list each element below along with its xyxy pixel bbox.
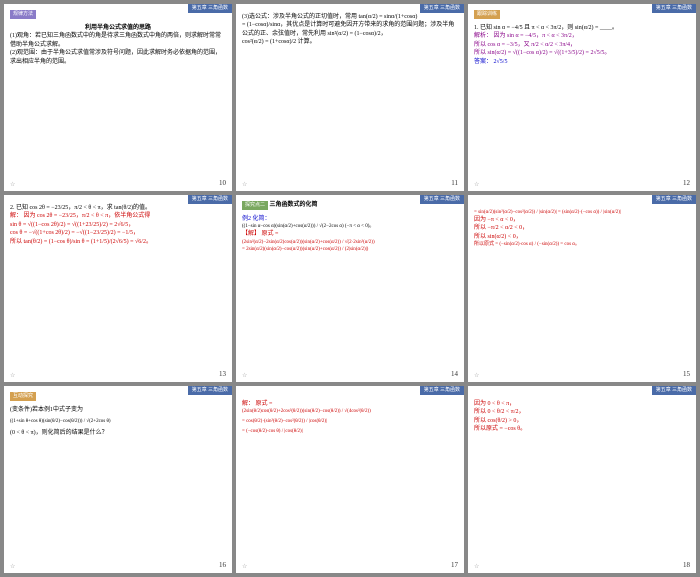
sol-text: 原式 =: [262, 231, 279, 237]
sol-line: 因为 −π < α < 0，: [474, 216, 690, 224]
page-number: 16: [219, 561, 226, 571]
slide-content: = sin(α/2)(sin²(α/2)−cos²(α/2)) / |sin(α…: [474, 209, 690, 248]
sol-text: 原式 =: [256, 401, 273, 407]
sol-line: = (−cos(θ/2)·cos θ) / |cos(θ/2)|: [242, 428, 458, 435]
sol-line: 因为 0 < θ < π，: [474, 400, 690, 408]
slide-content: 例2 化简： ((1−sin α−cos α)(sin(α/2)+cos(α/2…: [242, 215, 458, 253]
example-label: 例2 化简：: [242, 215, 458, 223]
slide-13: 第五章 三角函数 2. 已知 cos 2θ = −23/25，π/2 < θ <…: [4, 195, 232, 382]
star-icon: ☆: [10, 181, 15, 189]
line: = (1−cosα)/sinα，其优点是计算时可避免因开方带来的求角的范围问题；…: [242, 21, 458, 38]
page-number: 15: [683, 370, 690, 380]
page-number: 13: [219, 370, 226, 380]
star-icon: ☆: [10, 563, 15, 571]
sol-line: = sin(α/2)(sin²(α/2)−cos²(α/2)) / |sin(α…: [474, 209, 690, 216]
star-icon: ☆: [474, 563, 479, 571]
sol-label: 解析：: [474, 33, 492, 39]
sol-line: 所以 sin(α/2) = √((1−cos α)/2) = √((1+3/5)…: [474, 49, 690, 57]
chapter-label: 第五章 三角函数: [652, 195, 696, 204]
page-number: 12: [683, 179, 690, 189]
question: (变条件)若本例1中式子变为: [10, 406, 226, 414]
tag-practice: 跟踪训练: [474, 10, 500, 19]
solution: 解： 原式 =: [242, 400, 458, 408]
slide-content: 解： 原式 = (2sin(θ/2)cos(θ/2)+2cos²(θ/2))(s…: [242, 400, 458, 435]
star-icon: ☆: [242, 181, 247, 189]
question: 2. 已知 cos 2θ = −23/25，π/2 < θ < π，求 tan(…: [10, 204, 226, 212]
chapter-label: 第五章 三角函数: [420, 4, 464, 13]
page-number: 11: [451, 179, 458, 189]
line: cos²(α/2) = (1+cosα)/2 计算。: [242, 38, 458, 46]
ex: 例2 化简：: [242, 216, 271, 222]
answer: 答案： 2√5/5: [474, 58, 690, 66]
sol-line: 所以 sin(α/2) < 0，: [474, 233, 690, 241]
solution: 【解】 原式 =: [242, 230, 458, 238]
chapter-label: 第五章 三角函数: [188, 4, 232, 13]
sol-line: 所以原式 = −cos θ。: [474, 425, 690, 433]
sol-line: = 2sin(α/2)(sin(α/2)−cos(α/2))(sin(α/2)+…: [242, 246, 458, 253]
star-icon: ☆: [10, 372, 15, 380]
slide-content: (3)选公式：涉及半角公式的正切值时，常用 tan(α/2) = sinα/(1…: [242, 13, 458, 47]
star-icon: ☆: [242, 563, 247, 571]
title: 三角函数式的化简: [270, 202, 318, 208]
slide-15: 第五章 三角函数 = sin(α/2)(sin²(α/2)−cos²(α/2))…: [468, 195, 696, 382]
sol-label: 解：: [10, 213, 22, 219]
slide-content: 1. 已知 sin α = −4/5 且 π < α < 3π/2，则 sin(…: [474, 24, 690, 66]
slide-content: (变条件)若本例1中式子变为 ((1+sin θ+cos θ)(sin(θ/2)…: [10, 406, 226, 438]
sol-text: 因为 sin α = −4/5，π < α < 3π/2，: [494, 33, 578, 39]
solution: 解析： 因为 sin α = −4/5，π < α < 3π/2，: [474, 32, 690, 40]
sol-line: (2sin(θ/2)cos(θ/2)+2cos²(θ/2))(sin(θ/2)−…: [242, 408, 458, 415]
sol-line: 所以 tan(θ/2) = (1−cos θ)/sin θ = (1+1/5)/…: [10, 238, 226, 246]
sol-line: = cos(θ/2)·(sin²(θ/2)−cos²(θ/2)) / |cos(…: [242, 418, 458, 425]
sol-line: cos θ = −√((1+cos 2θ)/2) = −√((1−23/25)/…: [10, 229, 226, 237]
page-number: 18: [683, 561, 690, 571]
slide-content: 利用半角公式求值的思路 (1)观角：若已知三角函数式中的角是待求三角函数式中角的…: [10, 24, 226, 66]
expr: ((1−sin α−cos α)(sin(α/2)+cos(α/2))) / √…: [242, 223, 458, 230]
sol-label: 解：: [242, 401, 254, 407]
page-number: 14: [451, 370, 458, 380]
chapter-label: 第五章 三角函数: [420, 195, 464, 204]
slide-11: 第五章 三角函数 (3)选公式：涉及半角公式的正切值时，常用 tan(α/2) …: [236, 4, 464, 191]
slide-grid: 第五章 三角函数 规律方法 利用半角公式求值的思路 (1)观角：若已知三角函数式…: [0, 0, 700, 577]
ans-label: 答案：: [474, 59, 492, 65]
line: (3)选公式：涉及半角公式的正切值时，常用 tan(α/2) = sinα/(1…: [242, 13, 458, 21]
sol-line: 所以 cos α = −3/5，又 π/2 < α/2 < 3π/4，: [474, 41, 690, 49]
solution: 解： 因为 cos 2θ = −23/25，π/2 < θ < π，依半角公式得: [10, 212, 226, 220]
sol-line: 所以原式 = (−sin(α/2)·cos α) / (−sin(α/2)) =…: [474, 241, 690, 248]
slide-content: 2. 已知 cos 2θ = −23/25，π/2 < θ < π，求 tan(…: [10, 204, 226, 246]
chapter-label: 第五章 三角函数: [420, 386, 464, 395]
ans-text: 2√5/5: [494, 59, 508, 65]
chapter-label: 第五章 三角函数: [188, 386, 232, 395]
chapter-label: 第五章 三角函数: [188, 195, 232, 204]
chapter-label: 第五章 三角函数: [652, 4, 696, 13]
chapter-label: 第五章 三角函数: [652, 386, 696, 395]
expr: ((1+sin θ+cos θ)(sin(θ/2)−cos(θ/2))) / √…: [10, 418, 226, 425]
question2: (0 < θ < π)，则化简后的结果是什么？: [10, 429, 226, 437]
page-number: 17: [451, 561, 458, 571]
slide-12: 第五章 三角函数 跟踪训练 1. 已知 sin α = −4/5 且 π < α…: [468, 4, 696, 191]
line: (2)观范围：由于半角公式求值常涉及符号问题，因此求解时务必依据角的范围，求出相…: [10, 49, 226, 66]
sol-line: 所以 cos(θ/2) > 0，: [474, 417, 690, 425]
question: 1. 已知 sin α = −4/5 且 π < α < 3π/2，则 sin(…: [474, 24, 690, 32]
sol-label: 【解】: [242, 231, 260, 237]
slide-16: 第五章 三角函数 互动探究 (变条件)若本例1中式子变为 ((1+sin θ+c…: [4, 386, 232, 573]
star-icon: ☆: [474, 181, 479, 189]
star-icon: ☆: [474, 372, 479, 380]
sol-text: 因为 cos 2θ = −23/25，π/2 < θ < π，依半角公式得: [24, 213, 151, 219]
tag-explore: 探究点二: [242, 201, 268, 210]
tag-interact: 互动探究: [10, 392, 36, 401]
sol-line: sin θ = √((1−cos 2θ)/2) = √((1+23/25)/2)…: [10, 221, 226, 229]
line: (1)观角：若已知三角函数式中的角是待求三角函数式中角的两倍，则求解时常常借助半…: [10, 32, 226, 49]
title: 利用半角公式求值的思路: [10, 24, 226, 32]
page-number: 10: [219, 179, 226, 189]
sol-line: 所以 −π/2 < α/2 < 0，: [474, 224, 690, 232]
sol-line: (2sin²(α/2)−2sin(α/2)cos(α/2))(sin(α/2)+…: [242, 239, 458, 246]
slide-14: 第五章 三角函数 探究点二 三角函数式的化简 例2 化简： ((1−sin α−…: [236, 195, 464, 382]
tag-method: 规律方法: [10, 10, 36, 19]
sol-line: 所以 0 < θ/2 < π/2，: [474, 408, 690, 416]
slide-content: 因为 0 < θ < π， 所以 0 < θ/2 < π/2， 所以 cos(θ…: [474, 400, 690, 434]
slide-10: 第五章 三角函数 规律方法 利用半角公式求值的思路 (1)观角：若已知三角函数式…: [4, 4, 232, 191]
slide-17: 第五章 三角函数 解： 原式 = (2sin(θ/2)cos(θ/2)+2cos…: [236, 386, 464, 573]
slide-18: 第五章 三角函数 因为 0 < θ < π， 所以 0 < θ/2 < π/2，…: [468, 386, 696, 573]
star-icon: ☆: [242, 372, 247, 380]
